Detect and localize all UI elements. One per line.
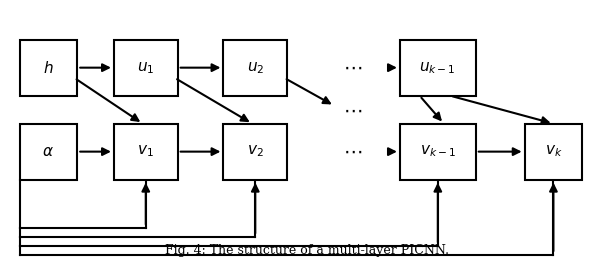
- FancyBboxPatch shape: [400, 124, 476, 180]
- Text: $v_k$: $v_k$: [545, 144, 562, 159]
- FancyBboxPatch shape: [524, 124, 582, 180]
- FancyBboxPatch shape: [20, 40, 77, 96]
- Text: $\cdots$: $\cdots$: [343, 102, 362, 120]
- Text: $v_1$: $v_1$: [138, 144, 154, 159]
- Text: $v_{k-1}$: $v_{k-1}$: [420, 144, 456, 159]
- Text: $h$: $h$: [43, 60, 53, 76]
- Text: $\cdots$: $\cdots$: [343, 59, 362, 77]
- FancyBboxPatch shape: [114, 124, 177, 180]
- FancyBboxPatch shape: [20, 124, 77, 180]
- Text: $\cdots$: $\cdots$: [343, 143, 362, 161]
- Text: Fig. 4: The structure of a multi-layer PICNN.: Fig. 4: The structure of a multi-layer P…: [165, 244, 449, 257]
- Text: $u_1$: $u_1$: [137, 60, 155, 75]
- FancyBboxPatch shape: [223, 124, 287, 180]
- Text: $u_{k-1}$: $u_{k-1}$: [419, 60, 456, 75]
- Text: $u_2$: $u_2$: [247, 60, 264, 75]
- FancyBboxPatch shape: [400, 40, 476, 96]
- Text: $v_2$: $v_2$: [247, 144, 263, 159]
- FancyBboxPatch shape: [223, 40, 287, 96]
- Text: $\alpha$: $\alpha$: [42, 145, 54, 159]
- FancyBboxPatch shape: [114, 40, 177, 96]
